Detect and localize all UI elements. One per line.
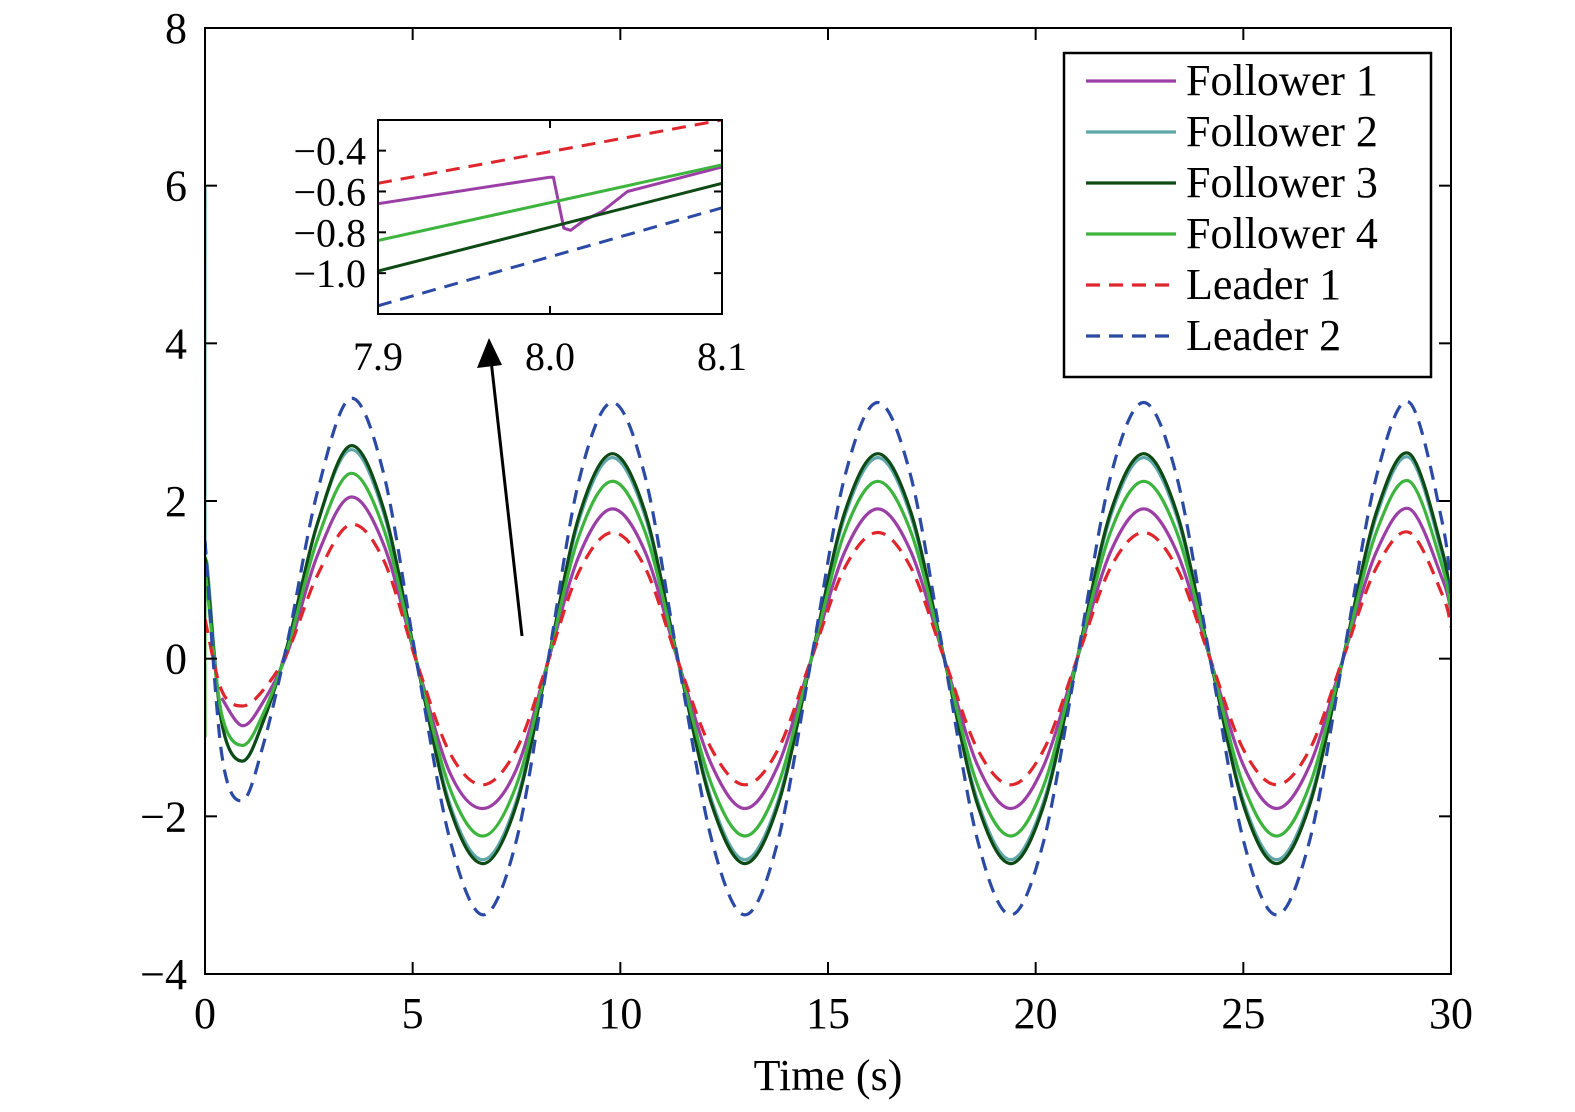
- x-tick-label: 15: [806, 989, 850, 1038]
- legend-label-follower-1: Follower 1: [1186, 56, 1378, 105]
- x-tick-label: 0: [194, 989, 216, 1038]
- legend-label-follower-3: Follower 3: [1186, 158, 1378, 207]
- inset-series-leader-2-line: [378, 206, 722, 308]
- zoom-arrow: [477, 338, 524, 637]
- inset-y-tick-label: −0.6: [293, 169, 366, 214]
- legend-label-leader-2: Leader 2: [1186, 311, 1341, 360]
- series-leader-2-line: [205, 396, 1451, 917]
- legend-box: [1062, 51, 1433, 379]
- series-leader-1-line: [205, 522, 1451, 787]
- legend-label-leader-1: Leader 1: [1186, 260, 1341, 309]
- inset-plot: 7.9 8.0 8.1 −1.0−0.8−0.6−0.4: [293, 119, 747, 379]
- inset-y-tick-label: −1.0: [293, 251, 366, 296]
- y-tick-label: 2: [165, 477, 187, 526]
- x-axis-label: Time (s): [754, 1051, 903, 1100]
- legend-label-follower-4: Follower 4: [1186, 209, 1378, 258]
- arrow-shaft: [489, 359, 524, 637]
- y-tick-label: 6: [165, 162, 187, 211]
- y-tick-label: 4: [165, 319, 187, 368]
- y-tick-label: 8: [165, 4, 187, 53]
- inset-series-follower-3-line: [378, 181, 722, 273]
- series-follower-4-line: [205, 471, 1451, 838]
- x-tick-label: 10: [598, 989, 642, 1038]
- inset-series-follower-1-line: [378, 165, 722, 232]
- arrow-head: [477, 338, 502, 368]
- y-tick-label: 0: [165, 635, 187, 684]
- inset-series-follower-4-line: [378, 163, 722, 242]
- y-tick-label: −4: [140, 950, 187, 999]
- inset-y-tick-label: −0.8: [293, 210, 366, 255]
- main-plot-area: [205, 185, 1451, 917]
- inset-x-tick-label: 8.0: [525, 334, 575, 379]
- inset-x-tick-label: 8.1: [697, 334, 747, 379]
- inset-series-group: [378, 120, 722, 308]
- x-tick-label: 30: [1429, 989, 1473, 1038]
- y-tick-label: −2: [140, 792, 187, 841]
- main-axes: 0 5 10 15 20 25 30 −4 −2 0 2 4 6 8: [140, 4, 1473, 1038]
- inset-background: [378, 120, 722, 314]
- x-tick-label: 5: [402, 989, 424, 1038]
- x-tick-label: 25: [1221, 989, 1265, 1038]
- inset-y-tick-label: −0.4: [293, 129, 366, 174]
- x-tick-label: 20: [1014, 989, 1058, 1038]
- legend-label-follower-2: Follower 2: [1186, 107, 1378, 156]
- inset-x-tick-label: 7.9: [353, 334, 403, 379]
- inset-series-leader-1-line: [378, 120, 722, 185]
- series-group: [205, 185, 1451, 917]
